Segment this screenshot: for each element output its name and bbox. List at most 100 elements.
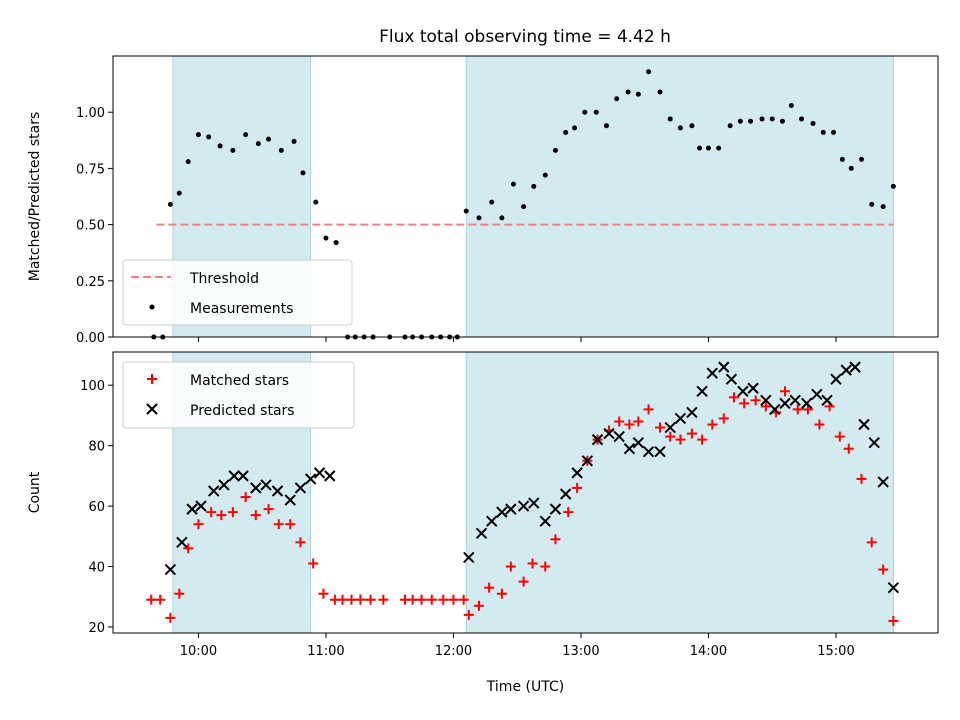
measurement-point xyxy=(510,181,516,187)
predicted-star-point xyxy=(228,470,240,482)
y-tick-label: 100 xyxy=(80,379,105,394)
predicted-star-stroke-b xyxy=(769,403,781,416)
measurement-point xyxy=(255,141,261,147)
matched-star-point xyxy=(206,507,217,518)
predicted-star-point xyxy=(324,470,336,482)
matched-star-point xyxy=(866,537,877,548)
x-axis-label: Time (UTC) xyxy=(486,679,564,695)
predicted-star-point xyxy=(313,467,326,479)
predicted-star-stroke-b xyxy=(789,394,801,407)
matched-star-point xyxy=(527,558,538,569)
measurement-point xyxy=(206,134,212,140)
predicted-star-point xyxy=(164,563,177,576)
predicted-star-stroke-b xyxy=(821,394,833,407)
matched-star-point xyxy=(675,434,686,445)
bottom-plot-frame xyxy=(112,351,939,634)
measurement-point xyxy=(582,109,588,115)
shaded-interval xyxy=(465,55,894,338)
measurement-point xyxy=(788,102,794,108)
matched-star-point xyxy=(318,588,329,599)
predicted-star-point xyxy=(654,446,666,458)
matched-star-point xyxy=(550,534,561,545)
predicted-star-stroke-b xyxy=(218,479,230,491)
measurement-point xyxy=(300,170,306,176)
predicted-star-stroke-b xyxy=(284,494,296,506)
measurement-point xyxy=(542,172,548,178)
measurement-point xyxy=(333,240,339,246)
legend-predicted-stroke-b xyxy=(146,403,158,415)
matched-star-point xyxy=(365,594,376,605)
measurement-point xyxy=(677,125,683,131)
predicted-star-stroke-b xyxy=(800,397,813,410)
measurement-point xyxy=(489,199,495,205)
measurement-point xyxy=(869,201,875,207)
predicted-star-stroke-b xyxy=(549,503,562,515)
matched-star-point xyxy=(155,594,166,605)
measurement-point xyxy=(705,145,711,151)
matched-star-point xyxy=(496,588,507,599)
legend-matched-label: Matched stars xyxy=(190,373,289,389)
matched-star-point xyxy=(505,561,516,572)
predicted-star-stroke-b xyxy=(528,497,540,509)
measurement-point xyxy=(278,147,284,153)
matched-star-point xyxy=(463,609,474,620)
predicted-star-point xyxy=(603,427,615,440)
legend-matched-swatch xyxy=(147,374,157,384)
predicted-star-point xyxy=(571,467,583,479)
predicted-star-point xyxy=(632,436,645,449)
measurement-point xyxy=(716,145,722,151)
matched-star-point xyxy=(728,392,739,403)
matched-star-point xyxy=(614,416,625,427)
top-y-axis-label: Matched/Predicted stars xyxy=(27,112,43,282)
predicted-star-point xyxy=(591,433,604,446)
matched-star-point xyxy=(448,594,459,605)
measurement-point xyxy=(848,165,854,171)
predicted-star-point xyxy=(559,488,572,500)
x-tick-label: 14:00 xyxy=(690,644,727,659)
shaded-interval xyxy=(465,351,894,634)
predicted-star-point xyxy=(789,394,801,407)
matched-star-point xyxy=(250,510,261,521)
measurement-point xyxy=(820,129,826,135)
y-tick-label: 40 xyxy=(88,561,105,576)
predicted-star-stroke-b xyxy=(664,421,676,434)
measurement-point xyxy=(748,118,754,124)
predicted-star-point xyxy=(176,536,188,549)
predicted-star-point xyxy=(718,361,730,373)
matched-star-point xyxy=(888,615,899,626)
predicted-star-stroke-b xyxy=(887,581,900,594)
predicted-star-point xyxy=(195,500,207,512)
predicted-star-point xyxy=(250,482,262,494)
predicted-star-point xyxy=(581,455,594,467)
matched-star-point xyxy=(718,413,729,424)
matched-star-point xyxy=(655,422,666,433)
predicted-star-stroke-b xyxy=(505,503,517,515)
predicted-star-point xyxy=(186,503,198,515)
predicted-star-stroke-b xyxy=(559,488,572,500)
measurement-point xyxy=(799,116,805,122)
bottom-shaded-intervals xyxy=(172,351,894,634)
matched-star-point xyxy=(355,594,366,605)
top-legend: Threshold Measurements xyxy=(122,259,353,326)
measurement-point xyxy=(737,118,743,124)
measurement-point xyxy=(727,123,733,129)
matched-star-point xyxy=(739,398,750,409)
matched-star-point xyxy=(665,431,676,442)
predicted-star-point xyxy=(528,497,540,509)
matched-star-point xyxy=(624,419,635,430)
top-panel: 0.00 0.25 0.50 0.75 1.00 Matched/Predicted s… xyxy=(27,55,939,346)
matched-star-point xyxy=(426,594,437,605)
x-tick-label: 15:00 xyxy=(817,644,854,659)
matched-star-point xyxy=(633,416,644,427)
measurement-point xyxy=(266,136,272,142)
predicted-star-stroke-b xyxy=(294,482,307,494)
predicted-star-point xyxy=(475,527,488,539)
matched-star-point xyxy=(686,428,697,439)
matched-star-point xyxy=(878,564,889,575)
matched-star-point xyxy=(814,419,825,430)
measurement-point xyxy=(176,190,182,196)
predicted-star-stroke-b xyxy=(581,455,594,467)
predicted-star-point xyxy=(706,367,719,379)
measurement-point xyxy=(463,208,469,214)
measurement-point xyxy=(243,132,249,138)
